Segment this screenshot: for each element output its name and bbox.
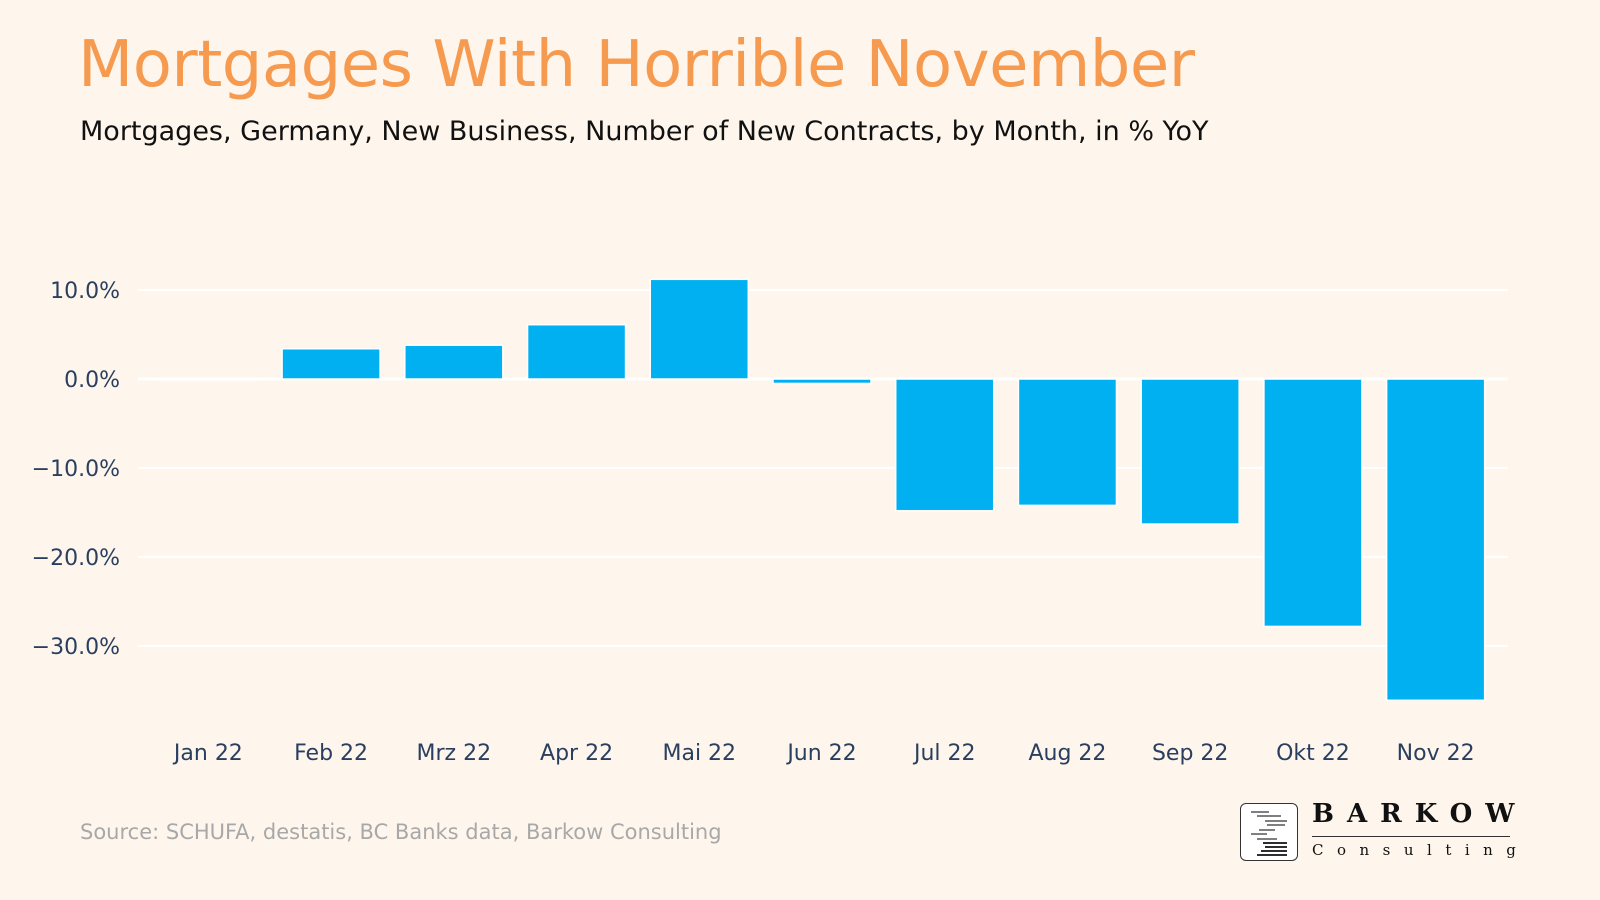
y-tick-label: −30.0% (32, 635, 120, 660)
bar-jun-22 (772, 378, 872, 385)
logo-divider (1312, 836, 1510, 837)
x-tick-label: Mrz 22 (417, 741, 492, 766)
bar-mai-22 (649, 278, 750, 380)
x-tick-label: Aug 22 (1028, 741, 1106, 766)
x-tick-label: Feb 22 (294, 741, 368, 766)
x-tick-label: Jan 22 (172, 741, 243, 766)
chart-title: Mortgages With Horrible November (78, 28, 1195, 102)
logo-name: BARKOW (1312, 799, 1528, 829)
bar-okt-22 (1263, 378, 1363, 628)
x-tick-label: Okt 22 (1276, 741, 1350, 766)
y-tick-label: 10.0% (50, 279, 120, 304)
bar-apr-22 (526, 323, 627, 380)
bar-jan-22 (158, 378, 259, 381)
bar-sep-22 (1140, 378, 1240, 525)
y-tick-label: 0.0% (64, 368, 120, 393)
y-tick-label: −20.0% (32, 546, 120, 571)
source-note: Source: SCHUFA, destatis, BC Banks data,… (80, 820, 722, 844)
logo-mark-icon (1240, 803, 1298, 861)
x-tick-label: Jun 22 (785, 741, 856, 766)
logo-subtitle: Consulting (1312, 841, 1530, 859)
x-tick-label: Jul 22 (912, 741, 976, 766)
bar-nov-22 (1385, 378, 1486, 702)
bar-jul-22 (894, 378, 995, 512)
chart-subtitle: Mortgages, Germany, New Business, Number… (80, 116, 1209, 147)
bar-aug-22 (1017, 378, 1118, 507)
x-tick-label: Nov 22 (1397, 741, 1475, 766)
bar-feb-22 (281, 347, 381, 380)
barkow-logo: BARKOW Consulting (1240, 799, 1516, 863)
x-tick-label: Sep 22 (1152, 741, 1228, 766)
x-tick-label: Mai 22 (662, 741, 736, 766)
y-tick-label: −10.0% (32, 457, 120, 482)
bar-mrz-22 (404, 344, 504, 380)
x-tick-label: Apr 22 (540, 741, 613, 766)
